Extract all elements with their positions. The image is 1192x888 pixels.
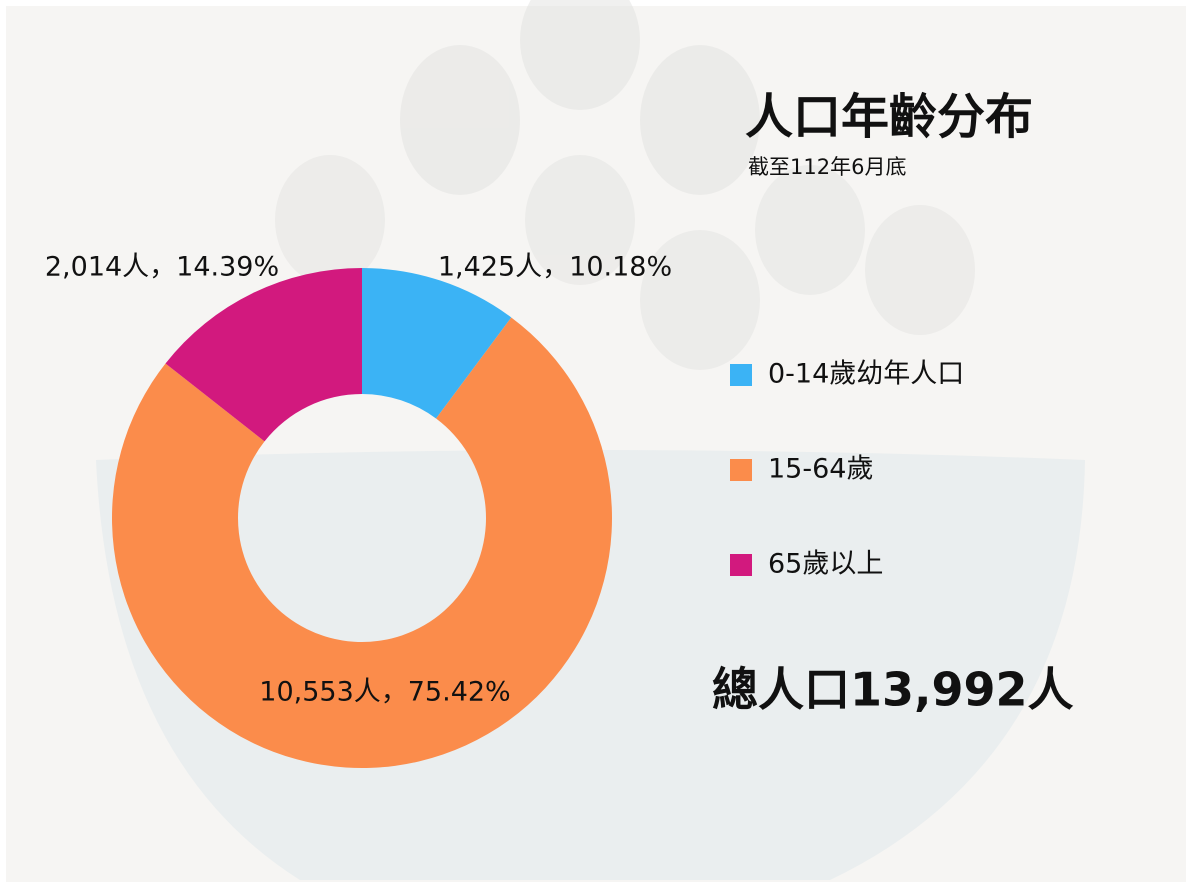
data-label: 1,425人，10.18%: [438, 252, 672, 283]
chart-title: 人口年齡分布: [745, 89, 1033, 145]
donut-slice: [165, 268, 362, 442]
donut-slice: [362, 268, 512, 419]
legend-label: 0-14歲幼年人口: [768, 359, 964, 390]
legend-label: 65歲以上: [768, 549, 883, 580]
donut-slice: [112, 317, 612, 768]
data-label: 10,553人，75.42%: [259, 677, 510, 708]
legend-swatch: [730, 364, 752, 386]
data-label: 2,014人，14.39%: [45, 252, 279, 283]
decoration: [96, 0, 1085, 880]
total-annotation: 總人口13,992人: [712, 663, 1074, 717]
legend-swatch: [730, 554, 752, 576]
chart-subtitle: 截至112年6月底: [748, 155, 906, 179]
legend-swatch: [730, 459, 752, 481]
legend-label: 15-64歲: [768, 454, 873, 485]
